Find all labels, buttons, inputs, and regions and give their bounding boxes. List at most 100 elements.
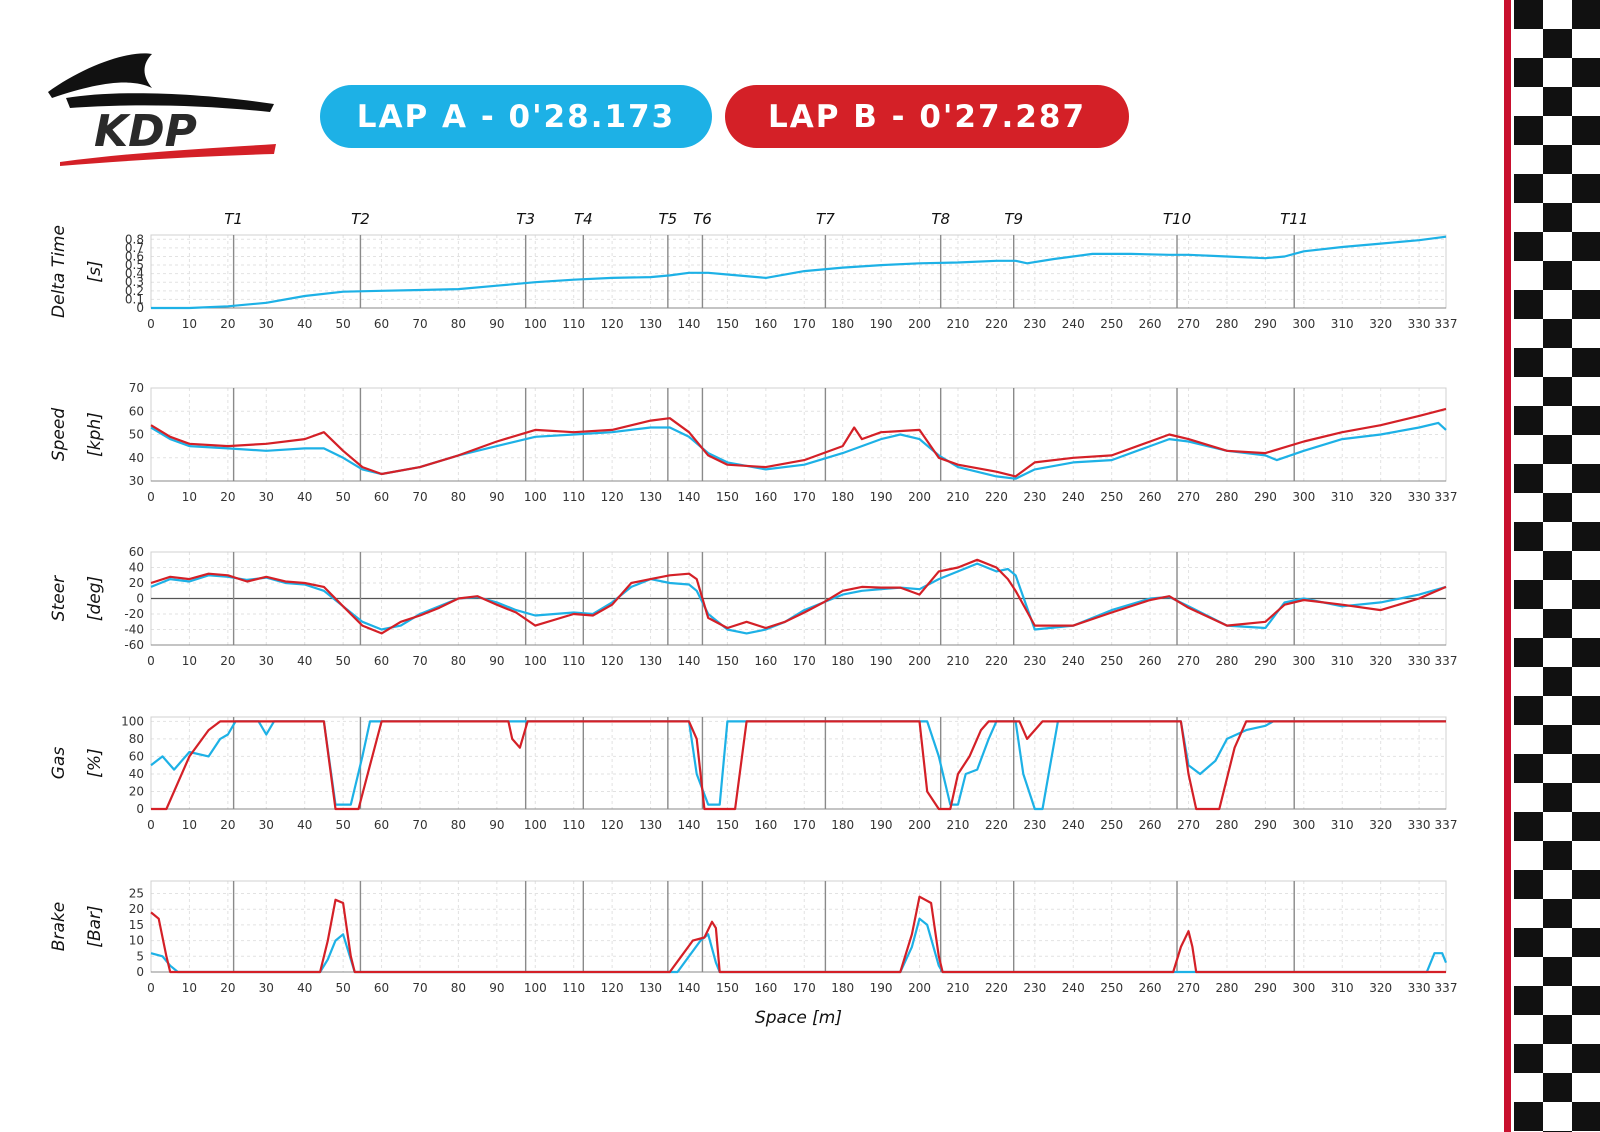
delta-xtick-label: 180 bbox=[831, 317, 854, 331]
checker-square bbox=[1572, 1044, 1600, 1073]
checker-square bbox=[1514, 522, 1543, 551]
steer-xtick-label: 330 bbox=[1408, 654, 1431, 668]
delta-ytick-label: 0 bbox=[136, 301, 144, 315]
checker-square bbox=[1543, 957, 1572, 986]
speed-ytick-label: 60 bbox=[129, 404, 144, 418]
brake-xtick-label: 290 bbox=[1254, 981, 1277, 995]
delta-xtick-label: 300 bbox=[1292, 317, 1315, 331]
gas-ytick-label: 40 bbox=[129, 767, 144, 781]
checker-square bbox=[1543, 145, 1572, 174]
steer-xtick-label: 20 bbox=[220, 654, 235, 668]
gas-ylabel: Gas bbox=[49, 747, 69, 780]
checker-square bbox=[1514, 1044, 1543, 1073]
brake-xtick-label: 10 bbox=[182, 981, 197, 995]
checker-square bbox=[1514, 638, 1543, 667]
brake-xtick-label: 330 bbox=[1408, 981, 1431, 995]
brake-xtick-label: 60 bbox=[374, 981, 389, 995]
steer-xtick-label: 190 bbox=[870, 654, 893, 668]
gas-xtick-label: 70 bbox=[412, 818, 427, 832]
delta-ytick-label: 0.4 bbox=[125, 267, 144, 281]
checker-square bbox=[1572, 348, 1600, 377]
gas-xtick-label: 190 bbox=[870, 818, 893, 832]
speed-xtick-label: 240 bbox=[1062, 490, 1085, 504]
steer-xtick-label: 110 bbox=[562, 654, 585, 668]
checker-square bbox=[1543, 493, 1572, 522]
checker-square bbox=[1543, 29, 1572, 58]
delta-xtick-label: 20 bbox=[220, 317, 235, 331]
checker-square bbox=[1543, 435, 1572, 464]
delta-xtick-label: 220 bbox=[985, 317, 1008, 331]
brake-xtick-label: 250 bbox=[1100, 981, 1123, 995]
brake-xtick-label: 80 bbox=[451, 981, 466, 995]
gas-xtick-label: 260 bbox=[1139, 818, 1162, 832]
speed-xtick-label: 320 bbox=[1369, 490, 1392, 504]
gas-xtick-label: 290 bbox=[1254, 818, 1277, 832]
speed-xtick-label: 160 bbox=[754, 490, 777, 504]
gas-series-lap-b bbox=[151, 720, 1446, 811]
brake-xtick-label: 150 bbox=[716, 981, 739, 995]
steer-xtick-label: 100 bbox=[524, 654, 547, 668]
speed-ytick-label: 70 bbox=[129, 381, 144, 395]
brake-xtick-label: 280 bbox=[1216, 981, 1239, 995]
speed-xtick-label: 330 bbox=[1408, 490, 1431, 504]
checker-square bbox=[1543, 609, 1572, 638]
delta-xtick-label: 160 bbox=[754, 317, 777, 331]
steer-xtick-label: 10 bbox=[182, 654, 197, 668]
checker-square bbox=[1572, 232, 1600, 261]
delta-xtick-label: 270 bbox=[1177, 317, 1200, 331]
delta-xtick-label: 60 bbox=[374, 317, 389, 331]
steer-xtick-label: 140 bbox=[678, 654, 701, 668]
checker-square bbox=[1543, 203, 1572, 232]
gas-xtick-label: 50 bbox=[335, 818, 350, 832]
delta-xtick-label: 0 bbox=[147, 317, 155, 331]
speed-series-lap-a bbox=[150, 421, 1447, 480]
logo-swoosh-shape bbox=[48, 53, 152, 98]
checker-square bbox=[1543, 1073, 1572, 1102]
lap-b-badge: LAP B - 0'27.287 bbox=[725, 85, 1129, 148]
speed-ytick-label: 30 bbox=[129, 474, 144, 488]
checker-square bbox=[1514, 174, 1543, 203]
delta-yunit: [s] bbox=[85, 260, 105, 282]
steer-xtick-label: 240 bbox=[1062, 654, 1085, 668]
brake-frame bbox=[150, 880, 1447, 973]
checker-square bbox=[1572, 928, 1600, 957]
steer-xtick-label: 150 bbox=[716, 654, 739, 668]
checker-square bbox=[1572, 812, 1600, 841]
checker-square bbox=[1572, 696, 1600, 725]
delta-series-lap-a bbox=[151, 235, 1447, 310]
brake-xtick-label: 240 bbox=[1062, 981, 1085, 995]
delta-xtick-label: 70 bbox=[412, 317, 427, 331]
gas-xtick-label: 60 bbox=[374, 818, 389, 832]
gas-xtick-label: 230 bbox=[1023, 818, 1046, 832]
delta-xtick-label: 230 bbox=[1023, 317, 1046, 331]
gas-ytick-label: 80 bbox=[129, 732, 144, 746]
brake-ytick-label: 0 bbox=[136, 965, 144, 979]
brake-ytick-label: 10 bbox=[129, 934, 144, 948]
speed-xtick-label: 210 bbox=[947, 490, 970, 504]
x-axis-label: Space [m] bbox=[755, 1008, 842, 1028]
checker-square bbox=[1543, 377, 1572, 406]
checker-square bbox=[1543, 899, 1572, 928]
gas-xtick-label: 300 bbox=[1292, 818, 1315, 832]
brake-xtick-label: 90 bbox=[489, 981, 504, 995]
checker-square bbox=[1572, 754, 1600, 783]
steer-xtick-label: 210 bbox=[947, 654, 970, 668]
speed-xtick-label: 0 bbox=[147, 490, 155, 504]
steer-xtick-label: 50 bbox=[335, 654, 350, 668]
delta-xtick-label: 50 bbox=[335, 317, 350, 331]
delta-xtick-label: 240 bbox=[1062, 317, 1085, 331]
speed-xtick-label: 190 bbox=[870, 490, 893, 504]
turn-label-t3: T3 bbox=[516, 210, 535, 228]
delta-xtick-label: 190 bbox=[870, 317, 893, 331]
steer-xtick-label: 70 bbox=[412, 654, 427, 668]
speed-xtick-label: 130 bbox=[639, 490, 662, 504]
speed-xtick-label: 70 bbox=[412, 490, 427, 504]
steer-ylabel: Steer bbox=[49, 575, 69, 621]
checker-square bbox=[1514, 58, 1543, 87]
gas-xtick-label: 30 bbox=[259, 818, 274, 832]
delta-xtick-label: 170 bbox=[793, 317, 816, 331]
checker-square bbox=[1572, 116, 1600, 145]
checker-square bbox=[1514, 406, 1543, 435]
brake-xtick-label: 320 bbox=[1369, 981, 1392, 995]
checker-square bbox=[1514, 232, 1543, 261]
